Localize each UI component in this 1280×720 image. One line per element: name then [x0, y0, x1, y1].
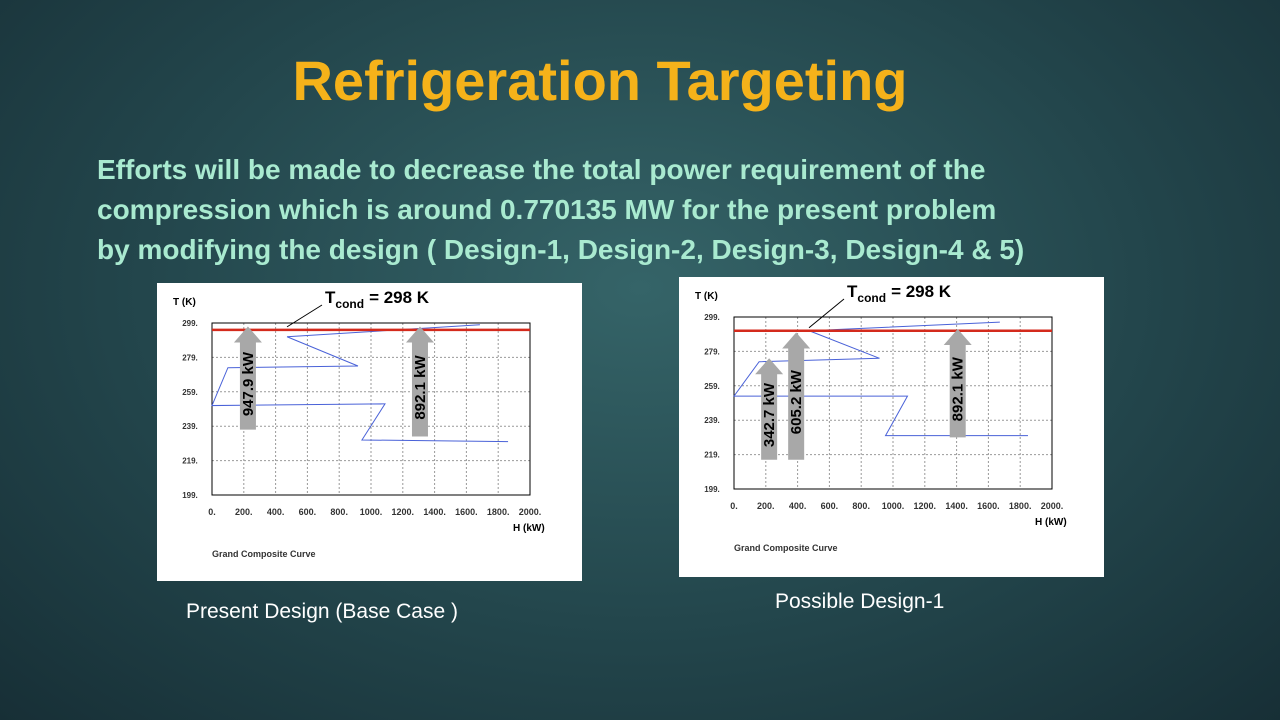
y-axis-label: T (K) [695, 291, 718, 302]
annotation-arrow [233, 326, 262, 430]
x-tick-label: 800. [852, 501, 870, 511]
condenser-rest: = 298 K [891, 282, 952, 301]
x-axis-label: H (kW) [1035, 517, 1067, 528]
x-tick-label: 1200. [392, 507, 415, 517]
annotation-arrow [405, 326, 434, 437]
y-tick-label: 259. [182, 388, 198, 397]
x-tick-label: 400. [267, 507, 285, 517]
x-axis-label: H (kW) [513, 523, 545, 534]
caption: Possible Design-1 [775, 590, 945, 613]
condenser-subscript: cond [335, 297, 364, 311]
y-tick-label: 299. [704, 313, 720, 322]
x-tick-label: 400. [789, 501, 807, 511]
x-tick-label: 1400. [423, 507, 446, 517]
x-tick-label: 0. [208, 507, 216, 517]
condenser-pointer [286, 304, 323, 328]
slide-body: Efforts will be made to decrease the tot… [97, 150, 1024, 270]
annotation-arrow [943, 329, 972, 438]
annotation-arrow [782, 332, 811, 460]
x-tick-label: 2000. [519, 507, 542, 517]
y-tick-label: 219. [182, 457, 198, 466]
caption: Present Design (Base Case ) [186, 600, 458, 623]
x-tick-label: 1000. [360, 507, 383, 517]
chart-title: Grand Composite Curve [212, 549, 316, 559]
y-tick-label: 279. [704, 347, 720, 356]
y-axis-label: T (K) [173, 297, 196, 308]
y-tick-label: 239. [182, 422, 198, 431]
arrow-label: 892.1 kW [950, 356, 967, 421]
condenser-rest: = 298 K [369, 288, 430, 307]
arrow-label: 342.7 kW [761, 382, 778, 447]
x-tick-label: 1800. [487, 507, 510, 517]
chart: 0. 200. 400. 600. 800. 1000. 1200. 1400. 1600. 18… [679, 277, 1104, 577]
body-line: compression which is around 0.770135 MW … [97, 194, 997, 225]
slide-title: Refrigeration Targeting [292, 49, 908, 112]
arrow-label: 947.9 kW [240, 351, 257, 416]
condenser-label: Tcond = 298 K [847, 282, 952, 305]
y-tick-label: 279. [182, 353, 198, 362]
body-line: Efforts will be made to decrease the tot… [97, 154, 986, 185]
x-tick-label: 2000. [1041, 501, 1064, 511]
y-tick-label: 259. [704, 382, 720, 391]
y-tick-label: 199. [704, 485, 720, 494]
condenser-pointer [808, 298, 845, 329]
y-tick-label: 199. [182, 491, 198, 500]
series-line [211, 324, 509, 443]
plot-frame [211, 322, 531, 496]
annotation-arrow [755, 358, 784, 460]
arrow-label: 892.1 kW [412, 355, 429, 420]
series-line [733, 321, 1028, 437]
condenser-symbol: T [325, 288, 336, 307]
x-tick-label: 600. [299, 507, 317, 517]
x-tick-label: 1400. [945, 501, 968, 511]
x-tick-label: 600. [821, 501, 839, 511]
arrow-label: 605.2 kW [788, 369, 805, 434]
y-tick-label: 219. [704, 451, 720, 460]
y-tick-label: 299. [182, 319, 198, 328]
x-tick-label: 800. [330, 507, 348, 517]
plot-frame [733, 316, 1053, 490]
condenser-label: Tcond = 298 K [325, 288, 430, 311]
x-tick-label: 0. [730, 501, 738, 511]
x-tick-label: 1800. [1009, 501, 1032, 511]
x-tick-label: 1200. [914, 501, 937, 511]
chart-title: Grand Composite Curve [734, 543, 838, 553]
condenser-subscript: cond [857, 291, 886, 305]
body-line: by modifying the design ( Design-1, Desi… [97, 234, 1025, 265]
x-tick-label: 1600. [455, 507, 478, 517]
x-tick-label: 1000. [882, 501, 905, 511]
x-tick-label: 1600. [977, 501, 1000, 511]
y-tick-label: 239. [704, 416, 720, 425]
x-tick-label: 200. [757, 501, 775, 511]
chart: 0. 200. 400. 600. 800. 1000. 1200. 1400. 1600. 18… [157, 283, 582, 581]
condenser-symbol: T [847, 282, 858, 301]
x-tick-label: 200. [235, 507, 253, 517]
